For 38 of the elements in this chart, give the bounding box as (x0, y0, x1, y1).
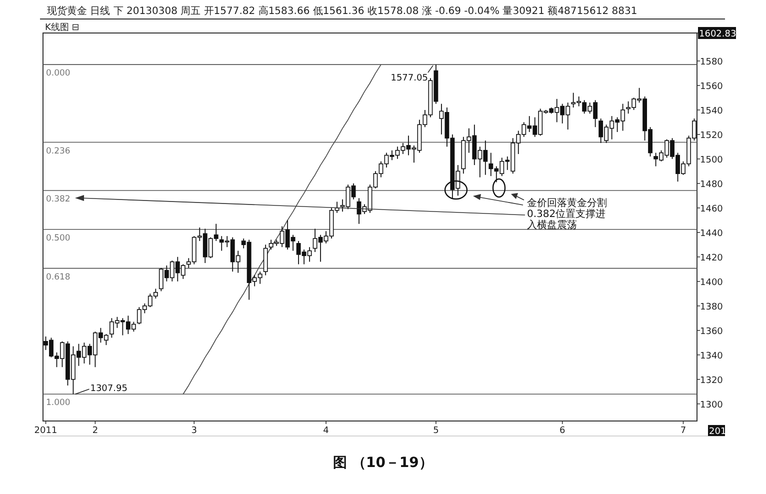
x-tick-label: 6 (559, 426, 566, 436)
annotation: 0.236 (46, 146, 70, 156)
y-tick-label: 1480 (700, 180, 724, 190)
y-tick-label: 1360 (700, 326, 724, 337)
text: 201 (709, 427, 726, 437)
annotation: 0.000 (46, 68, 70, 79)
candlestick (263, 244, 268, 276)
chart-subtitle: K线图 ⊟ (45, 22, 80, 33)
annotation: 0.382 (46, 194, 70, 205)
annotation: 0.500 (46, 233, 70, 244)
x-tick-label: 4 (323, 426, 330, 436)
y-tick-label: 1420 (700, 253, 724, 264)
y-tick-label: 1580 (700, 57, 724, 68)
y-tick-label: 1560 (700, 82, 724, 92)
x-tick-label: 7 (680, 426, 686, 436)
x-tick-label: 2 (92, 426, 98, 436)
y-tick-label: 1540 (700, 106, 724, 116)
y-tick-label: 1300 (700, 400, 724, 410)
x-tick-label: 2011 (34, 426, 58, 436)
y-tick-label: 1320 (700, 376, 724, 386)
y-tick-label: 1440 (700, 228, 724, 239)
y-tick-label: 1500 (700, 155, 724, 166)
y-tick-label: 1400 (700, 278, 724, 288)
annotation: 金价回落黄金分割0.382位置支撑进入横盘震荡 (527, 197, 607, 231)
y-tick-label: 1602.83 (699, 30, 736, 40)
text: 图 （10－19） (333, 455, 433, 471)
y-tick-label: 1520 (700, 130, 724, 141)
y-tick-label: 1460 (700, 204, 724, 214)
x-tick-label: 5 (433, 426, 439, 436)
annotation: 1577.05 (390, 74, 428, 84)
chart-title: 现货黄金 日线 下 20130308 周五 开1577.82 高1583.66 低1561.36 收1578.08 涨 -0.69 -0.04% 量30921 额48715612 8831 (47, 5, 638, 17)
line-series (182, 64, 382, 395)
annotation: 1307.95 (90, 384, 128, 394)
y-tick-label: 1340 (700, 351, 724, 362)
annotation: 1.000 (46, 398, 70, 408)
y-tick-label: 1380 (700, 302, 724, 312)
annotation: 0.618 (46, 272, 70, 282)
x-tick-label: 3 (191, 426, 197, 436)
